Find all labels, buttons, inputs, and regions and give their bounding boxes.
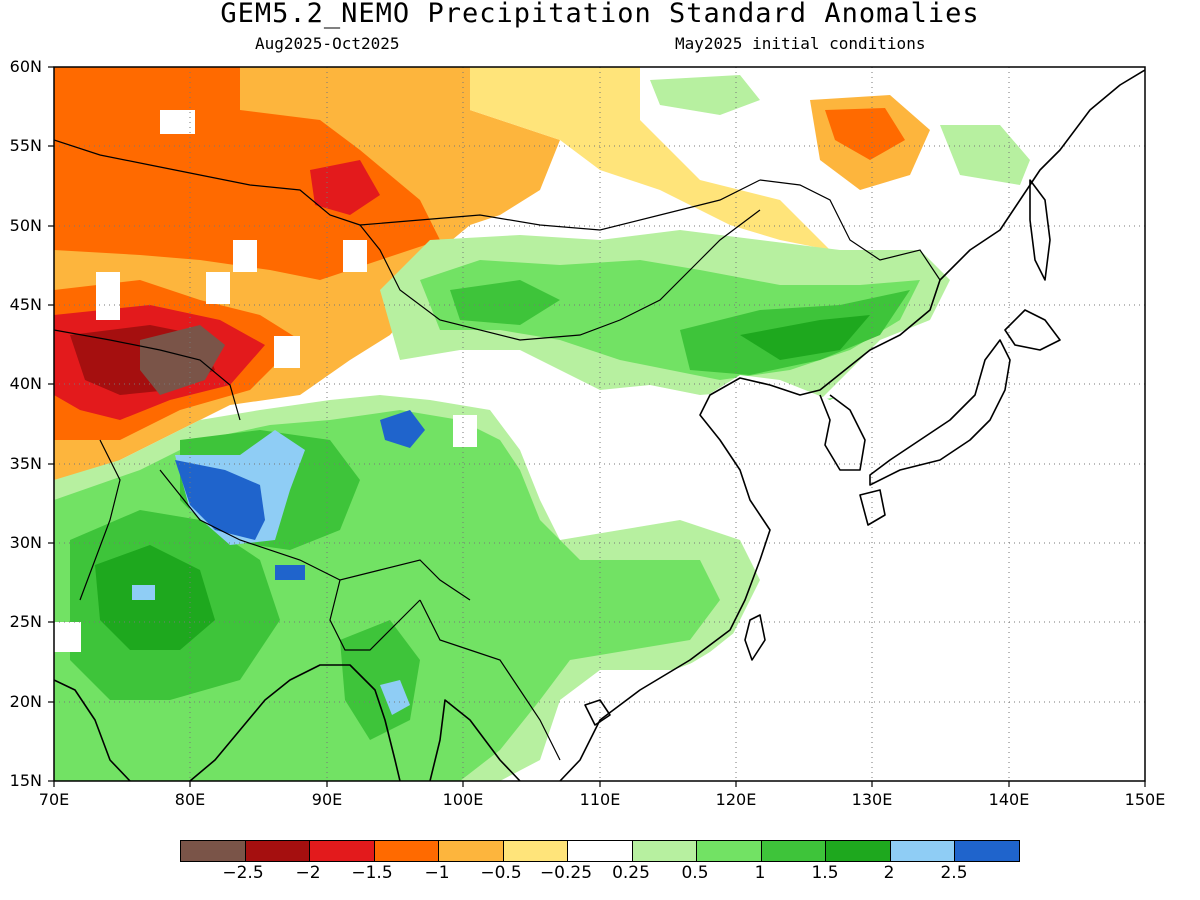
lat-label: 35N [9, 454, 42, 473]
india-pakistan-border [79, 439, 121, 601]
dry-core-north [310, 160, 380, 215]
lat-label: 55N [9, 136, 42, 155]
japan-hokkaido [1004, 309, 1061, 351]
central-asia-border [54, 329, 241, 421]
kazakh-russia-border [54, 139, 361, 226]
china-coast [559, 279, 941, 781]
colorbar-segment [890, 841, 956, 861]
colorbar-label: 2.5 [940, 863, 968, 883]
indochina-border [419, 599, 561, 761]
wet-spot-mongolia-north [650, 75, 760, 115]
myanmar-border [329, 579, 421, 651]
colorbar-label: −1.5 [351, 863, 393, 883]
very-wet-spot-3 [380, 680, 410, 715]
missing-data-block [54, 622, 81, 652]
russia-coast [939, 69, 1145, 281]
lon-label: 90E [311, 790, 343, 809]
lat-label: 20N [9, 692, 42, 711]
colorbar-segment [439, 841, 504, 861]
taiwan [744, 614, 766, 661]
korea-coast [819, 394, 866, 471]
dry-region-moderate [54, 67, 440, 280]
colorbar-segment [761, 841, 827, 861]
colorbar-segment [310, 841, 375, 861]
lat-label: 25N [9, 612, 42, 631]
colorbar-label: 1 [754, 863, 766, 883]
colorbar-segment [632, 841, 698, 861]
graticule [54, 67, 1145, 781]
wet-core-ne-china-2 [740, 315, 870, 360]
lon-label: 100E [442, 790, 484, 809]
dry-core-ne [825, 108, 905, 160]
colorbar-label: 2 [883, 863, 895, 883]
colorbar-segment [568, 841, 633, 861]
colorbar-label: −1 [424, 863, 450, 883]
colorbar [180, 840, 1020, 862]
lat-label: 45N [9, 295, 42, 314]
india-coast [54, 679, 131, 781]
russia-china-ne-border [759, 179, 941, 281]
extreme-wet-tibet [175, 460, 265, 540]
colorbar-segment [503, 841, 569, 861]
wet-ne-strip [940, 125, 1030, 185]
missing-data-block [343, 240, 367, 272]
colorbar-label: −2.5 [222, 863, 264, 883]
very-wet-spot-1 [380, 410, 425, 448]
country-borders [54, 139, 941, 761]
ocean-mask [560, 67, 1145, 781]
missing-data-block [160, 110, 195, 134]
colorbar-label: −0.5 [480, 863, 522, 883]
forecast-period: Aug2025-Oct2025 [255, 34, 400, 53]
axis-ticks [48, 66, 1146, 787]
japan-honshu [869, 339, 1011, 486]
colorbar-label: 0.25 [612, 863, 650, 883]
colorbar-segment [697, 841, 762, 861]
colorbar-label: −2 [295, 863, 321, 883]
colorbar-segment [245, 841, 311, 861]
russia-mongolia-border [359, 179, 761, 231]
anomaly-field [54, 67, 1145, 781]
colorbar-segment [955, 841, 1019, 861]
colorbar-label: 0.5 [681, 863, 709, 883]
lon-label: 150E [1124, 790, 1166, 809]
hainan [584, 699, 611, 726]
missing-data-block [233, 240, 257, 272]
lon-label: 70E [38, 790, 70, 809]
map-title: GEM5.2_NEMO Precipitation Standard Anoma… [220, 0, 980, 29]
missing-data-block [96, 272, 120, 320]
lon-label: 80E [174, 790, 206, 809]
coastlines [54, 69, 1145, 781]
colorbar-label: −0.25 [539, 863, 593, 883]
lon-label: 110E [579, 790, 621, 809]
lat-label: 60N [9, 57, 42, 76]
lon-label: 130E [851, 790, 893, 809]
lat-label: 30N [9, 533, 42, 552]
bay-of-bengal-coast [189, 664, 401, 781]
colorbar-label: 1.5 [811, 863, 839, 883]
initial-conditions: May2025 initial conditions [675, 34, 926, 53]
lat-label: 50N [9, 216, 42, 235]
colorbar-segment [374, 841, 440, 861]
wet-core-mongolia [450, 280, 560, 325]
dry-region-light [470, 67, 830, 250]
missing-data-block [274, 336, 300, 368]
missing-data-block [206, 272, 230, 304]
lon-label: 120E [715, 790, 757, 809]
japan-kyushu [859, 489, 886, 526]
colorbar-segment [826, 841, 891, 861]
lat-label: 40N [9, 374, 42, 393]
very-wet-spot-4 [275, 565, 305, 580]
missing-data-block [453, 415, 477, 447]
dry-region-extreme [140, 325, 225, 395]
lon-label: 140E [988, 790, 1030, 809]
colorbar-segment [181, 841, 246, 861]
sakhalin [1029, 179, 1051, 281]
lat-label: 15N [9, 771, 42, 790]
very-wet-spot-2 [132, 585, 155, 600]
china-mongolia-border [359, 209, 761, 341]
indochina-coast [429, 699, 521, 781]
